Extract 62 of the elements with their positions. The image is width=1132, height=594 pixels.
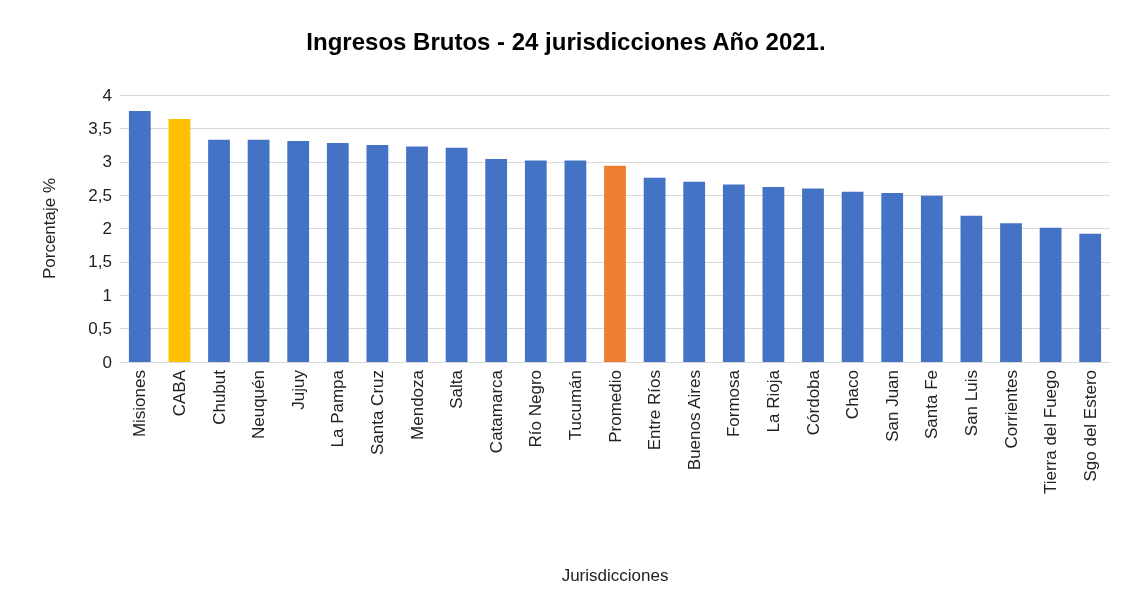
x-axis-title: Jurisdicciones <box>561 566 669 585</box>
bar <box>643 177 666 362</box>
x-tick-label: San Luis <box>961 370 981 437</box>
x-tick-label: Mendoza <box>407 369 427 440</box>
x-tick-label: Neuquén <box>249 370 269 440</box>
bar <box>1000 223 1022 362</box>
bar <box>920 195 943 362</box>
x-tick-label: Chubut <box>209 369 229 425</box>
x-tick-label: La Rioja <box>763 369 783 433</box>
x-tick-label: Córdoba <box>803 369 823 436</box>
chart-title: Ingresos Brutos - 24 jurisdicciones Año 2021. <box>306 27 826 55</box>
bar <box>960 215 983 362</box>
y-tick-label: 1,5 <box>88 252 112 272</box>
x-tick-label: Promedio <box>605 370 625 443</box>
y-tick-label: 2,5 <box>88 185 112 205</box>
x-tick-label: Salta <box>447 369 467 409</box>
x-tick-label: Entre Ríos <box>645 370 665 451</box>
y-axis-title: Porcentaje % <box>40 177 59 280</box>
x-tick-label: Buenos Aires <box>684 370 704 471</box>
x-tick-label: Formosa <box>724 369 744 438</box>
x-tick-label: La Pampa <box>328 369 348 448</box>
bar <box>762 187 785 362</box>
x-tick-label: Chaco <box>843 370 863 420</box>
bar <box>326 143 349 362</box>
bar <box>247 139 270 362</box>
bar <box>485 159 508 362</box>
bar <box>802 188 824 362</box>
y-tick-label: 1 <box>102 285 112 305</box>
y-tick-label: 3 <box>102 152 112 172</box>
x-tick-label: Santa Fe <box>922 370 942 439</box>
bar <box>287 141 310 362</box>
y-tick-label: 2 <box>102 219 112 238</box>
bar <box>208 139 230 362</box>
bar <box>564 160 587 362</box>
x-tick-label: Río Negro <box>526 370 546 448</box>
y-tick-label: 0 <box>102 352 112 372</box>
bar <box>1079 233 1102 362</box>
bar <box>168 119 191 362</box>
x-tick-label: Misiones <box>130 370 150 438</box>
bar <box>722 184 745 362</box>
x-tick-label: Santa Cruz <box>367 370 387 456</box>
x-tick-label: Tierra del Fuego <box>1041 370 1061 495</box>
y-tick-label: 4 <box>102 85 112 105</box>
y-tick-label: 0,5 <box>88 319 112 339</box>
bar <box>1039 227 1062 362</box>
y-tick-label: 3,5 <box>88 118 112 138</box>
bar <box>604 165 626 362</box>
bar <box>841 191 864 362</box>
x-tick-label: CABA <box>169 369 189 417</box>
x-tick-label: Sgo del Estero <box>1080 370 1100 482</box>
bar <box>683 181 706 362</box>
x-tick-label: Catamarca <box>486 369 506 454</box>
x-tick-label: Corrientes <box>1001 370 1021 449</box>
x-tick-label: Jujuy <box>288 369 308 410</box>
bar <box>445 147 468 362</box>
bar <box>128 111 151 362</box>
bar <box>406 146 428 362</box>
x-tick-label: San Juan <box>882 370 902 442</box>
bar <box>881 193 904 362</box>
bar <box>366 145 389 362</box>
bar <box>524 160 547 362</box>
x-tick-label: Tucumán <box>565 370 585 441</box>
